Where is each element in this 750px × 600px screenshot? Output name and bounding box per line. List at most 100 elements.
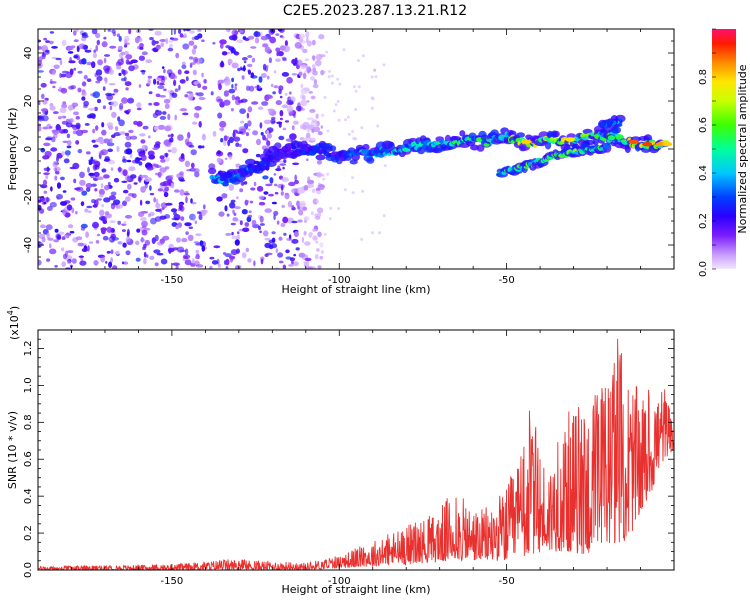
- spectrogram-cell: [230, 199, 236, 203]
- spectrogram-cell: [293, 253, 297, 257]
- spectrogram-cell: [155, 202, 161, 209]
- spectrogram-cell: [250, 46, 257, 49]
- spectrogram-cell: [383, 164, 387, 168]
- spectrogram-cell: [60, 73, 66, 78]
- spectrogram-cell: [176, 173, 184, 179]
- spectrogram-cell: [267, 108, 275, 112]
- spectrogram-cell: [130, 135, 138, 140]
- spectrogram-cell: [146, 254, 149, 258]
- spectrogram-cell: [217, 263, 221, 268]
- spectrogram-cell: [273, 173, 277, 176]
- spectrogram-cell: [224, 253, 232, 258]
- spectrogram-cell: [153, 125, 159, 131]
- spectrogram-cell: [183, 192, 190, 196]
- spectrogram-cell: [156, 252, 164, 256]
- spectrogram-cell: [46, 232, 50, 239]
- spectrogram-cell: [103, 174, 110, 179]
- spectrogram-cell: [185, 231, 189, 236]
- spectrogram-cell: [63, 234, 71, 238]
- spectrogram-cell: [278, 236, 283, 241]
- spectrogram-cell: [238, 143, 242, 148]
- spectrogram-cell: [140, 139, 146, 144]
- spectrogram-cell: [79, 171, 85, 178]
- spectrogram-cell: [258, 76, 263, 83]
- spectrogram-cell: [216, 157, 222, 163]
- spectrogram-cell: [130, 59, 138, 64]
- spectrogram-cell: [211, 260, 219, 265]
- spectrogram-cell: [64, 212, 71, 218]
- spectrogram-cell: [310, 137, 316, 141]
- spectrogram-cell: [125, 135, 132, 141]
- spectrogram-cell: [59, 59, 63, 66]
- spectrogram-cell: [148, 91, 153, 95]
- spectrogram-cell: [107, 29, 112, 32]
- spectrogram-cell: [141, 229, 148, 236]
- spectrogram-cell: [242, 36, 247, 40]
- spectrogram-cell: [124, 214, 133, 219]
- spectrogram-cell: [174, 189, 180, 193]
- spectrogram-cell: [83, 100, 89, 107]
- spectrogram-cell: [159, 83, 165, 86]
- spectrogram-cell: [312, 228, 316, 232]
- spectrogram-cell: [60, 87, 68, 94]
- spectrogram-cell: [276, 220, 280, 225]
- spectrogram-cell: [259, 122, 263, 129]
- spectrogram-cell: [276, 51, 279, 57]
- spectrogram-cell: [66, 250, 74, 254]
- spectrogram-cell: [197, 29, 202, 32]
- spectrogram-cell: [284, 93, 288, 96]
- spectrogram-cell: [202, 204, 206, 210]
- spectrogram-cell: [328, 217, 332, 221]
- spectrogram-cell: [66, 145, 72, 149]
- spectrogram-cell: [228, 184, 235, 191]
- spectrogram-cell: [304, 241, 311, 246]
- snr-multiplier-base: (x10: [8, 315, 21, 340]
- spectrogram-cell: [108, 68, 115, 75]
- spectrogram-cell: [91, 61, 96, 69]
- spectrogram-cell: [259, 230, 262, 234]
- spectrogram-cell: [234, 206, 241, 210]
- spectrogram-cell: [300, 99, 308, 107]
- spectrogram-cell: [89, 47, 92, 51]
- spectrogram-cell: [173, 29, 177, 35]
- spectrogram-cell: [212, 130, 217, 137]
- spectrogram-cell: [252, 130, 259, 136]
- spectrogram-cell: [309, 108, 316, 113]
- spectrogram-cell: [326, 172, 330, 176]
- spectrogram-cell: [316, 160, 322, 165]
- spectrogram-cell: [330, 81, 334, 85]
- spectrogram-cell: [307, 40, 312, 47]
- spectrogram-cell: [85, 151, 91, 155]
- spectrogram-cell: [66, 133, 71, 139]
- spectrogram-cell: [91, 29, 98, 35]
- spectrogram-cell: [370, 106, 374, 110]
- spectrogram-cell: [178, 84, 181, 91]
- spectrogram-cell: [59, 176, 65, 181]
- spectrogram-cell: [247, 120, 252, 127]
- spectrogram-cell: [263, 191, 269, 195]
- spectrogram-cell: [184, 138, 190, 145]
- spectrogram-cell: [145, 59, 153, 64]
- spectrogram-cell: [88, 161, 93, 166]
- spectrogram-cell: [99, 138, 105, 145]
- spectrogram-cell: [258, 201, 266, 206]
- spectrogram-cell: [86, 205, 93, 209]
- spectrogram-cell: [43, 201, 47, 204]
- spectrogram-cell: [242, 227, 250, 233]
- spectrogram-cell: [138, 177, 142, 183]
- spectrogram-cell: [290, 111, 294, 115]
- spectrogram-cell: [80, 201, 85, 207]
- spectrogram-cell: [95, 80, 101, 84]
- spectrogram-cell: [316, 248, 320, 252]
- spectrogram-cell: [131, 193, 137, 199]
- spectrogram-cell: [220, 138, 224, 143]
- spectrogram-cell: [195, 264, 204, 268]
- spectrogram-cell: [279, 117, 283, 121]
- spectrogram-cell: [128, 129, 134, 134]
- spectrogram-cell: [317, 231, 322, 238]
- spectrogram-cell: [314, 215, 321, 220]
- spectrogram-cell: [338, 82, 342, 86]
- spectrogram-cell: [240, 181, 245, 186]
- spectrogram-cell: [38, 59, 42, 65]
- spectrogram-cell: [157, 241, 164, 246]
